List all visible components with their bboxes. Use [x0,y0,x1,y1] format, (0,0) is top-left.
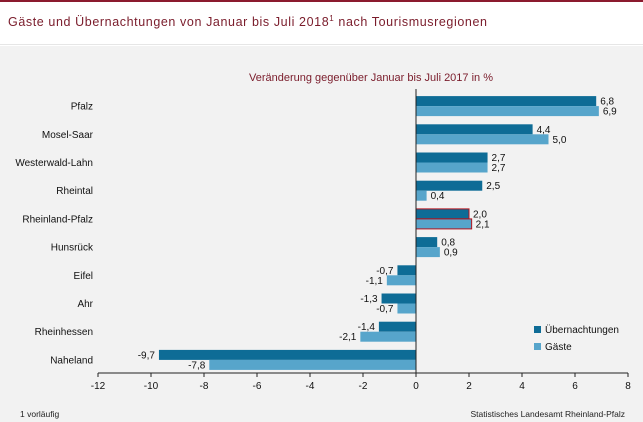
bar-overnights [381,293,416,304]
data-label: -1,1 [366,276,384,287]
title-main: Gäste und Übernachtungen von Januar bis … [8,15,330,30]
data-label: 6,9 [603,107,617,118]
data-label: 5,0 [553,135,567,146]
x-tick-label: -2 [359,381,368,392]
bar-guests [416,247,440,258]
legend-swatch-overnights [534,326,541,333]
x-tick-label: -4 [306,381,315,392]
bar-guests [397,303,416,314]
bar-overnights [416,96,597,107]
chart-subtitle: Veränderung gegenüber Januar bis Juli 20… [249,72,493,84]
data-label: -7,8 [188,360,206,371]
bar-guests [386,275,416,286]
category-label: Rheintal [56,186,93,197]
bar-guests [415,218,473,230]
bar-overnights [415,208,470,220]
data-label: 0,4 [431,191,445,202]
bar-overnights [416,152,488,163]
bar-overnights [416,124,533,135]
category-label: Eifel [74,271,93,282]
category-label: Rheinhessen [35,327,93,338]
category-label: Mosel-Saar [42,130,94,141]
data-label: -2,1 [339,332,357,343]
source-note: Statistisches Landesamt Rheinland-Pfalz [470,409,626,419]
data-label: 0,8 [441,238,455,249]
x-tick-label: -10 [144,381,159,392]
x-tick-label: -12 [91,381,106,392]
x-tick-label: -8 [200,381,209,392]
data-label: 4,4 [537,125,551,136]
data-label: 2,0 [473,209,487,220]
x-tick-label: 0 [413,381,419,392]
category-label: Westerwald-Lahn [15,158,93,169]
data-label: -0,7 [376,266,394,277]
bar-guests [416,134,549,145]
bar-guests [360,331,416,342]
x-tick-label: 6 [572,381,578,392]
title-rest: nach Tourismusregionen [334,15,488,30]
legend-label-guests: Gäste [545,342,572,353]
data-label: -0,7 [376,304,394,315]
page-title: Gäste und Übernachtungen von Januar bis … [8,14,488,29]
data-label: -9,7 [138,350,156,361]
title-separator [0,44,643,45]
category-label: Hunsrück [51,243,94,254]
bar-overnights [378,321,416,332]
x-tick-label: 4 [519,381,525,392]
title-footnote-marker: 1 [329,14,335,23]
footnote: 1 vorläufig [20,409,60,419]
bar-overnights [158,349,416,360]
x-tick-label: -6 [253,381,262,392]
data-label: -1,3 [360,294,378,305]
data-label: 0,9 [444,248,458,259]
bar-guests [416,190,427,201]
x-tick-label: 8 [625,381,631,392]
legend-swatch-guests [534,343,541,350]
bar-guests [209,359,416,370]
bar-guests [416,106,599,117]
legend-label-overnights: Übernachtungen [545,324,619,336]
top-accent-line [0,0,643,2]
bar-guests [416,162,488,173]
data-label: 2,1 [476,219,490,230]
bar-overnights [416,237,438,248]
bar-overnights [397,265,416,276]
data-label: 2,7 [492,153,506,164]
category-label: Naheland [50,355,93,366]
bar-overnights [416,180,483,191]
data-label: 6,8 [600,97,614,108]
data-label: -1,4 [358,322,376,333]
category-label: Ahr [77,299,93,310]
category-label: Pfalz [71,102,93,113]
x-tick-label: 2 [466,381,472,392]
category-label: Rheinland-Pfalz [22,214,93,225]
data-label: 2,7 [492,163,506,174]
data-label: 2,5 [486,181,500,192]
